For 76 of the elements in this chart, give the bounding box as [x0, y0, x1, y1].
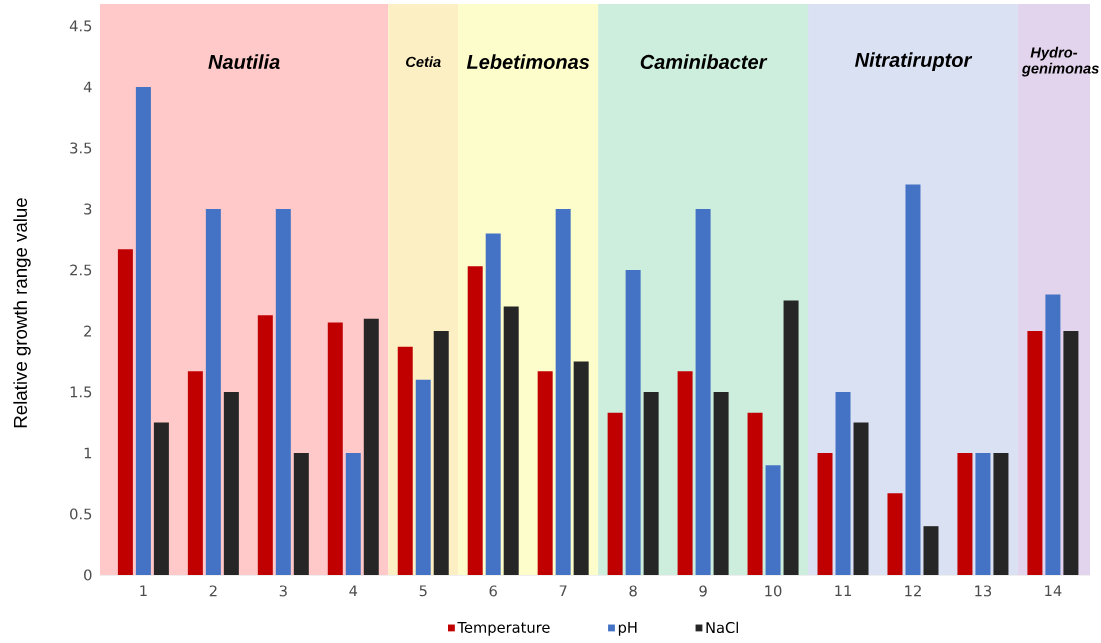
x-tick-label: 10: [765, 585, 782, 597]
bar: [643, 391, 659, 575]
legend-label: Temperature: [457, 621, 550, 636]
x-tick-label: 4: [349, 585, 358, 597]
bar: [293, 452, 309, 575]
x-tick-label: 11: [835, 585, 851, 597]
bar: [415, 379, 431, 575]
bar: [677, 371, 693, 575]
bar: [345, 452, 361, 575]
bar: [905, 184, 921, 575]
bar: [397, 346, 413, 575]
bar: [817, 452, 833, 575]
bar: [503, 306, 519, 575]
band-label: Caminibacter: [640, 54, 768, 70]
bar: [135, 87, 151, 575]
legend-label: NaCl: [706, 621, 738, 634]
y-tick-label: 4: [83, 81, 92, 93]
bar: [187, 371, 203, 575]
bar: [993, 452, 1009, 575]
bar: [783, 300, 799, 575]
band-label: Lebetimonas: [466, 54, 590, 70]
x-tick-label: 5: [419, 585, 427, 597]
bar: [975, 452, 991, 575]
bar: [275, 208, 291, 575]
x-tick-label: 12: [905, 585, 921, 597]
bar: [205, 208, 221, 575]
bar: [485, 233, 501, 575]
bar: [573, 361, 589, 575]
bar: [223, 391, 239, 575]
bar: [713, 391, 729, 575]
bar: [923, 526, 939, 575]
bar: [1063, 330, 1079, 575]
bar: [765, 465, 781, 575]
y-tick-label: 2.5: [70, 264, 92, 276]
bar: [887, 493, 903, 575]
bar: [363, 318, 379, 575]
x-tick-label: 6: [489, 585, 497, 597]
x-tick-label: 14: [1045, 585, 1062, 597]
bar: [1045, 294, 1061, 575]
legend-label: pH: [618, 621, 637, 636]
bar: [853, 422, 869, 575]
x-tick-label: 9: [699, 585, 707, 597]
bar: [695, 208, 711, 575]
x-tick-label: 8: [629, 585, 637, 597]
bar: [257, 315, 273, 575]
x-tick-label: 1: [140, 585, 147, 597]
y-tick-label: 4.5: [69, 20, 92, 32]
bar: [625, 270, 641, 575]
y-axis-title: Relative growth range value: [13, 198, 31, 428]
bar: [327, 322, 343, 575]
x-tick-label: 3: [279, 585, 287, 597]
x-tick-label: 7: [559, 585, 567, 597]
band-label: Nautilia: [208, 54, 280, 70]
y-tick-label: 0: [84, 569, 92, 581]
y-tick-label: 1.5: [70, 386, 92, 398]
bar: [117, 249, 133, 575]
band-label: Hydro-genimonas: [1021, 46, 1099, 77]
x-tick-label: 2: [209, 585, 217, 597]
bar: [537, 371, 553, 575]
y-tick-label: 0.5: [70, 508, 92, 520]
bar: [747, 412, 763, 575]
bar: [607, 412, 623, 575]
y-tick-label: 2: [84, 325, 91, 337]
bar: [153, 422, 169, 575]
bar: [835, 391, 851, 575]
y-tick-label: 3: [84, 203, 92, 215]
y-tick-label: 1: [84, 447, 92, 459]
bar: [555, 208, 571, 575]
bar: [433, 330, 449, 575]
bar: [1027, 330, 1043, 575]
x-tick-label: 13: [975, 585, 992, 597]
bar: [467, 266, 483, 575]
y-tick-label: 3.5: [70, 142, 92, 154]
band-label: Cetia: [406, 56, 441, 68]
band-label: Nitratiruptor: [855, 52, 973, 71]
bar: [957, 452, 973, 575]
